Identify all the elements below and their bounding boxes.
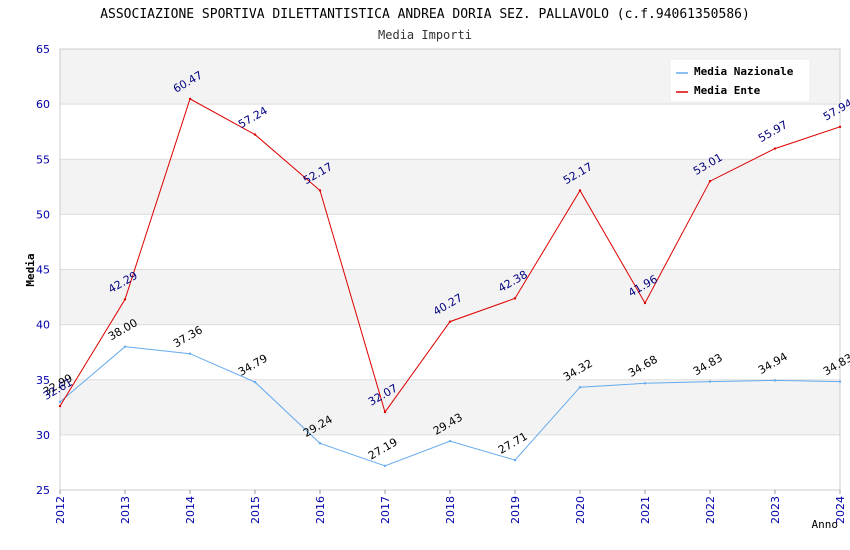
x-tick-label: 2020	[574, 496, 587, 524]
y-tick-label: 65	[36, 43, 50, 56]
grid-band	[60, 214, 840, 270]
data-point	[58, 400, 62, 404]
data-point	[773, 147, 777, 150]
grid-band	[60, 269, 840, 325]
data-point	[578, 189, 582, 192]
chart-title: ASSOCIAZIONE SPORTIVA DILETTANTISTICA AN…	[100, 7, 750, 22]
data-point	[838, 380, 842, 383]
legend-label-media-nazionale: Media Nazionale	[694, 65, 794, 78]
x-axis-ticks: 2012 2013 2014 2015 2016 2017 2018 2019 2020 2021…	[54, 490, 847, 524]
chart-subtitle: Media Importi	[378, 28, 472, 42]
grid-band	[60, 104, 840, 160]
y-tick-label: 40	[36, 319, 50, 332]
data-point	[188, 97, 192, 101]
data-point	[773, 379, 777, 382]
data-point	[513, 297, 517, 300]
x-tick-label: 2024	[834, 496, 847, 524]
y-tick-label: 50	[36, 208, 50, 221]
x-tick-label: 2017	[379, 496, 392, 524]
legend-label-media-ente: Media Ente	[694, 84, 761, 97]
y-tick-label: 25	[36, 484, 50, 497]
data-point	[448, 320, 452, 323]
y-tick-label: 30	[36, 429, 50, 442]
data-point	[123, 345, 127, 348]
grid-band	[60, 379, 840, 435]
legend-box	[669, 58, 811, 103]
grid-band	[60, 324, 840, 380]
data-point	[253, 133, 257, 136]
data-point	[708, 380, 712, 383]
data-point	[643, 301, 647, 305]
data-point	[318, 189, 322, 192]
x-tick-label: 2021	[639, 496, 652, 524]
data-point	[123, 298, 127, 301]
series-layer	[58, 97, 842, 468]
y-axis-ticks: 25 30 35 40 45 50 55 60 65	[36, 43, 50, 497]
x-tick-label: 2018	[444, 496, 457, 524]
y-axis-label: Media	[24, 253, 37, 286]
data-point	[58, 404, 62, 408]
x-tick-label: 2019	[509, 496, 522, 524]
x-tick-label: 2012	[54, 496, 67, 524]
data-point	[643, 382, 647, 385]
data-point	[448, 439, 452, 443]
y-tick-label: 35	[36, 374, 50, 387]
x-tick-label: 2015	[249, 496, 262, 524]
data-point	[318, 442, 322, 445]
y-tick-label: 45	[36, 264, 50, 277]
data-point	[188, 352, 192, 355]
x-tick-label: 2013	[119, 496, 132, 524]
data-point	[578, 386, 582, 389]
data-point	[513, 458, 517, 462]
data-point	[838, 125, 842, 129]
grid-band	[60, 434, 840, 490]
legend: Media Nazionale Media Ente	[669, 58, 811, 103]
data-point	[383, 410, 387, 414]
x-tick-label: 2022	[704, 496, 717, 524]
x-tick-label: 2014	[184, 496, 197, 524]
y-tick-label: 60	[36, 98, 50, 111]
x-tick-label: 2023	[769, 496, 782, 524]
y-tick-label: 55	[36, 153, 50, 166]
x-tick-label: 2016	[314, 496, 327, 524]
data-point	[383, 464, 387, 468]
x-axis-label: Anno	[812, 518, 839, 531]
data-point	[253, 380, 257, 384]
grid-band	[60, 159, 840, 215]
grid-bands	[60, 49, 840, 490]
data-point	[708, 179, 712, 183]
